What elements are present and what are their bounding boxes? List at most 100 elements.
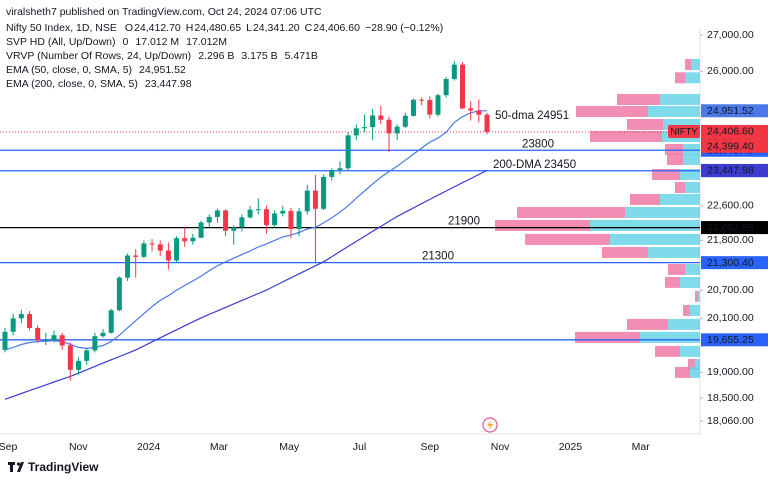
ema-line (4, 110, 487, 351)
candle-body (386, 119, 392, 134)
profile-up (660, 193, 700, 205)
header-text: 24,406.60 (313, 22, 360, 34)
x-tick-label: Sep (0, 441, 17, 453)
level-badge (701, 221, 768, 235)
ema-badge-label: 24,951.52 (707, 105, 754, 117)
candle-body (345, 135, 351, 169)
ema-badge (701, 104, 768, 118)
ema-line (4, 169, 488, 400)
logo-dot (16, 462, 21, 466)
x-tick-label: Mar (210, 441, 229, 453)
candle-body (206, 216, 212, 223)
x-tick-label: Nov (491, 441, 510, 453)
candle-body (451, 64, 457, 80)
header-text: C (305, 22, 313, 34)
header-text: SVP HD (All, Up/Down) (6, 36, 116, 48)
x-tick-label: Jul (353, 441, 366, 453)
candle-body (67, 345, 73, 370)
header-text: O (125, 22, 133, 34)
profile-up (648, 105, 700, 117)
profile-up (680, 345, 700, 357)
profile-down (667, 153, 683, 165)
candle-body (116, 277, 122, 311)
candle-body (296, 211, 302, 230)
header-layer: viralsheth7 published on TradingView.com… (6, 6, 443, 90)
candle-body (468, 108, 474, 111)
profile-up (685, 181, 700, 193)
profile-down (683, 304, 690, 316)
candle-body (370, 115, 376, 128)
profile-up (660, 93, 700, 105)
ema-badge-label: 23,447.98 (707, 165, 754, 177)
profile-up (590, 219, 700, 231)
symbol-tag-bg (668, 124, 700, 138)
candle-body (263, 209, 269, 226)
profile-down (652, 168, 680, 180)
candle-body (410, 99, 416, 116)
axis-layer: 23,945.4023,441.0022,092.8521,300.4019,6… (0, 29, 768, 453)
candle-body (394, 126, 400, 134)
profile-up (640, 331, 700, 343)
y-tick-label: 19,000.00 (707, 366, 754, 378)
profile-down (665, 276, 680, 288)
header-text: 24,480.65 (194, 22, 241, 34)
candle-body (427, 100, 433, 115)
header-text: 5.471B (285, 50, 318, 62)
ema-layer (4, 110, 488, 400)
event-bolt (487, 420, 493, 430)
profile-up (663, 118, 700, 130)
candle-body (239, 217, 245, 228)
y-tick-label: 26,000.00 (707, 65, 754, 77)
header-text: 2.296 B (198, 50, 234, 62)
profile-down (675, 366, 690, 378)
x-tick-label: May (279, 441, 300, 453)
candle-body (476, 110, 482, 115)
profile-up (610, 233, 700, 245)
profile-down (525, 233, 610, 245)
bid-label: 24,399.40 (707, 141, 754, 153)
level-note: 21300 (422, 251, 454, 263)
level-note: 21900 (448, 216, 480, 228)
candle-body (280, 210, 286, 214)
profile-down (668, 263, 685, 275)
y-tick-label: 20,700.00 (707, 284, 754, 296)
candle-body (149, 243, 155, 245)
header-text: 0 (123, 36, 129, 48)
y-tick-label: 22,600.00 (707, 200, 754, 212)
header-text: Nifty 50 Index, 1D, NSE (6, 22, 117, 34)
ema-badge (701, 163, 768, 177)
candle-body (443, 79, 449, 96)
profile-down (590, 130, 662, 142)
profile-down (495, 219, 590, 231)
header-text: −28.90 (−0.12%) (365, 22, 443, 34)
profile-up (668, 318, 700, 330)
candle-body (288, 210, 294, 230)
profile-up (683, 153, 700, 165)
profile-down (688, 358, 695, 370)
logo (8, 462, 24, 472)
profile-layer (495, 59, 700, 378)
candle-body (304, 190, 310, 212)
candle-body (353, 128, 359, 136)
candle-body (157, 244, 163, 251)
candle-body (272, 213, 278, 226)
level-badge-label: 21,300.40 (707, 257, 754, 269)
candle-body (76, 360, 82, 370)
profile-down (675, 181, 685, 193)
header-text: 24,951.52 (139, 64, 186, 76)
candle-body (419, 99, 425, 101)
header-text: L (246, 22, 252, 34)
candle-body (321, 176, 327, 209)
candle-body (247, 209, 253, 218)
candle-body (361, 127, 367, 129)
event-icon[interactable] (482, 417, 498, 433)
candle-body (378, 115, 384, 120)
y-tick-label: 20,100.00 (707, 312, 754, 324)
profile-down (655, 345, 680, 357)
candle-body (190, 237, 196, 242)
candle-body (182, 238, 188, 242)
level-note: 23800 (522, 138, 554, 150)
header-text: H (186, 22, 194, 34)
candle-body (133, 255, 139, 257)
profile-down (665, 143, 683, 155)
